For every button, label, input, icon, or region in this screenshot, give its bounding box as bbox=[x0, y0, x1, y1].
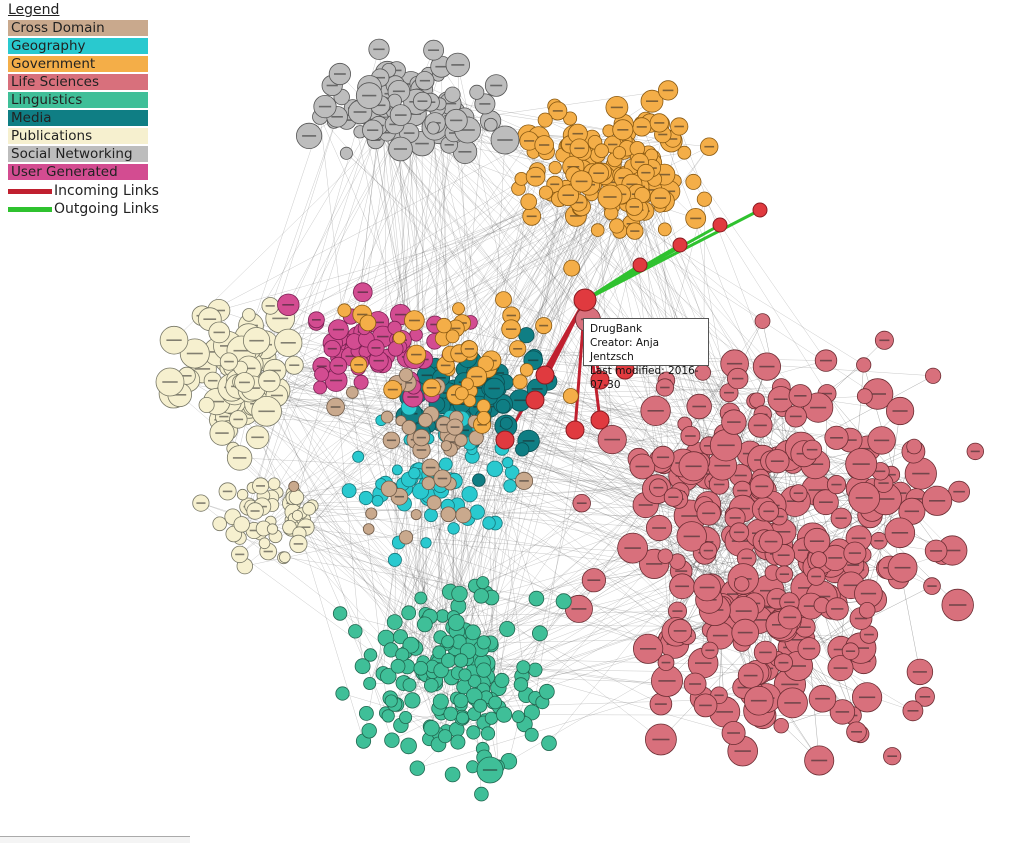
legend-incoming-links: Incoming Links bbox=[8, 182, 164, 200]
tooltip-dataset-name: DrugBank bbox=[590, 322, 702, 336]
outgoing-link-swatch bbox=[8, 207, 52, 212]
outgoing-links-label: Outgoing Links bbox=[54, 201, 159, 217]
legend-item-media[interactable]: Media bbox=[8, 110, 148, 126]
tooltip-last-modified: Last modified: 2016-07-30 bbox=[590, 364, 702, 392]
legend-item-linguistics[interactable]: Linguistics bbox=[8, 92, 148, 108]
legend-item-government[interactable]: Government bbox=[8, 56, 148, 72]
incoming-link-swatch bbox=[8, 189, 52, 194]
legend-item-cross-domain[interactable]: Cross Domain bbox=[8, 20, 148, 36]
tooltip-creator: Creator: Anja Jentzsch bbox=[590, 336, 702, 364]
legend-item-geography[interactable]: Geography bbox=[8, 38, 148, 54]
legend-item-social-networking[interactable]: Social Networking bbox=[8, 146, 148, 162]
legend-item-publications[interactable]: Publications bbox=[8, 128, 148, 144]
incoming-links-label: Incoming Links bbox=[54, 183, 159, 199]
node-tooltip: DrugBank Creator: Anja Jentzsch Last mod… bbox=[583, 318, 709, 366]
legend-title: Legend bbox=[8, 2, 164, 18]
legend-item-user-generated[interactable]: User Generated bbox=[8, 164, 148, 180]
legend-item-life-sciences[interactable]: Life Sciences bbox=[8, 74, 148, 90]
legend: Legend Cross Domain Geography Government… bbox=[4, 2, 164, 218]
legend-outgoing-links: Outgoing Links bbox=[8, 200, 164, 218]
